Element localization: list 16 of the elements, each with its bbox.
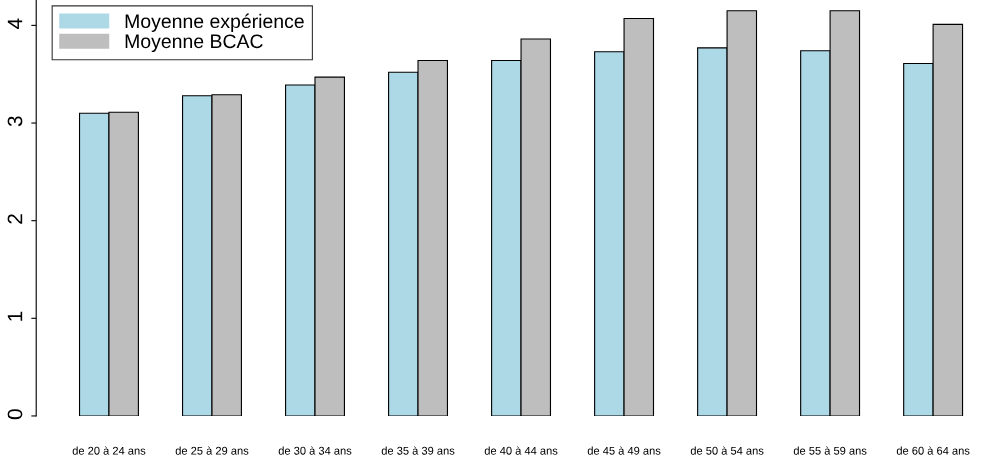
y-tick-label: 2 [7, 214, 23, 224]
x-tick-label: de 20 à 24 ans [72, 446, 146, 455]
legend-label: Moyenne expérience [125, 13, 304, 32]
x-tick-label: de 45 à 49 ans [587, 446, 661, 455]
legend-label: Moyenne BCAC [125, 34, 263, 53]
y-tick-label: 0 [7, 409, 23, 420]
x-tick-label: de 40 à 44 ans [484, 446, 558, 455]
x-tick-label: de 25 à 29 ans [175, 446, 249, 455]
y-tick-label: 3 [7, 116, 23, 127]
y-tick-label: 1 [7, 311, 23, 321]
x-tick-label: de 35 à 39 ans [381, 446, 455, 455]
x-tick-label: de 60 à 64 ans [896, 446, 970, 455]
x-tick-label: de 55 à 59 ans [793, 446, 867, 455]
x-tick-label: de 30 à 34 ans [278, 446, 352, 455]
y-tick-label: 4 [7, 18, 23, 29]
x-tick-label: de 50 à 54 ans [690, 446, 764, 455]
